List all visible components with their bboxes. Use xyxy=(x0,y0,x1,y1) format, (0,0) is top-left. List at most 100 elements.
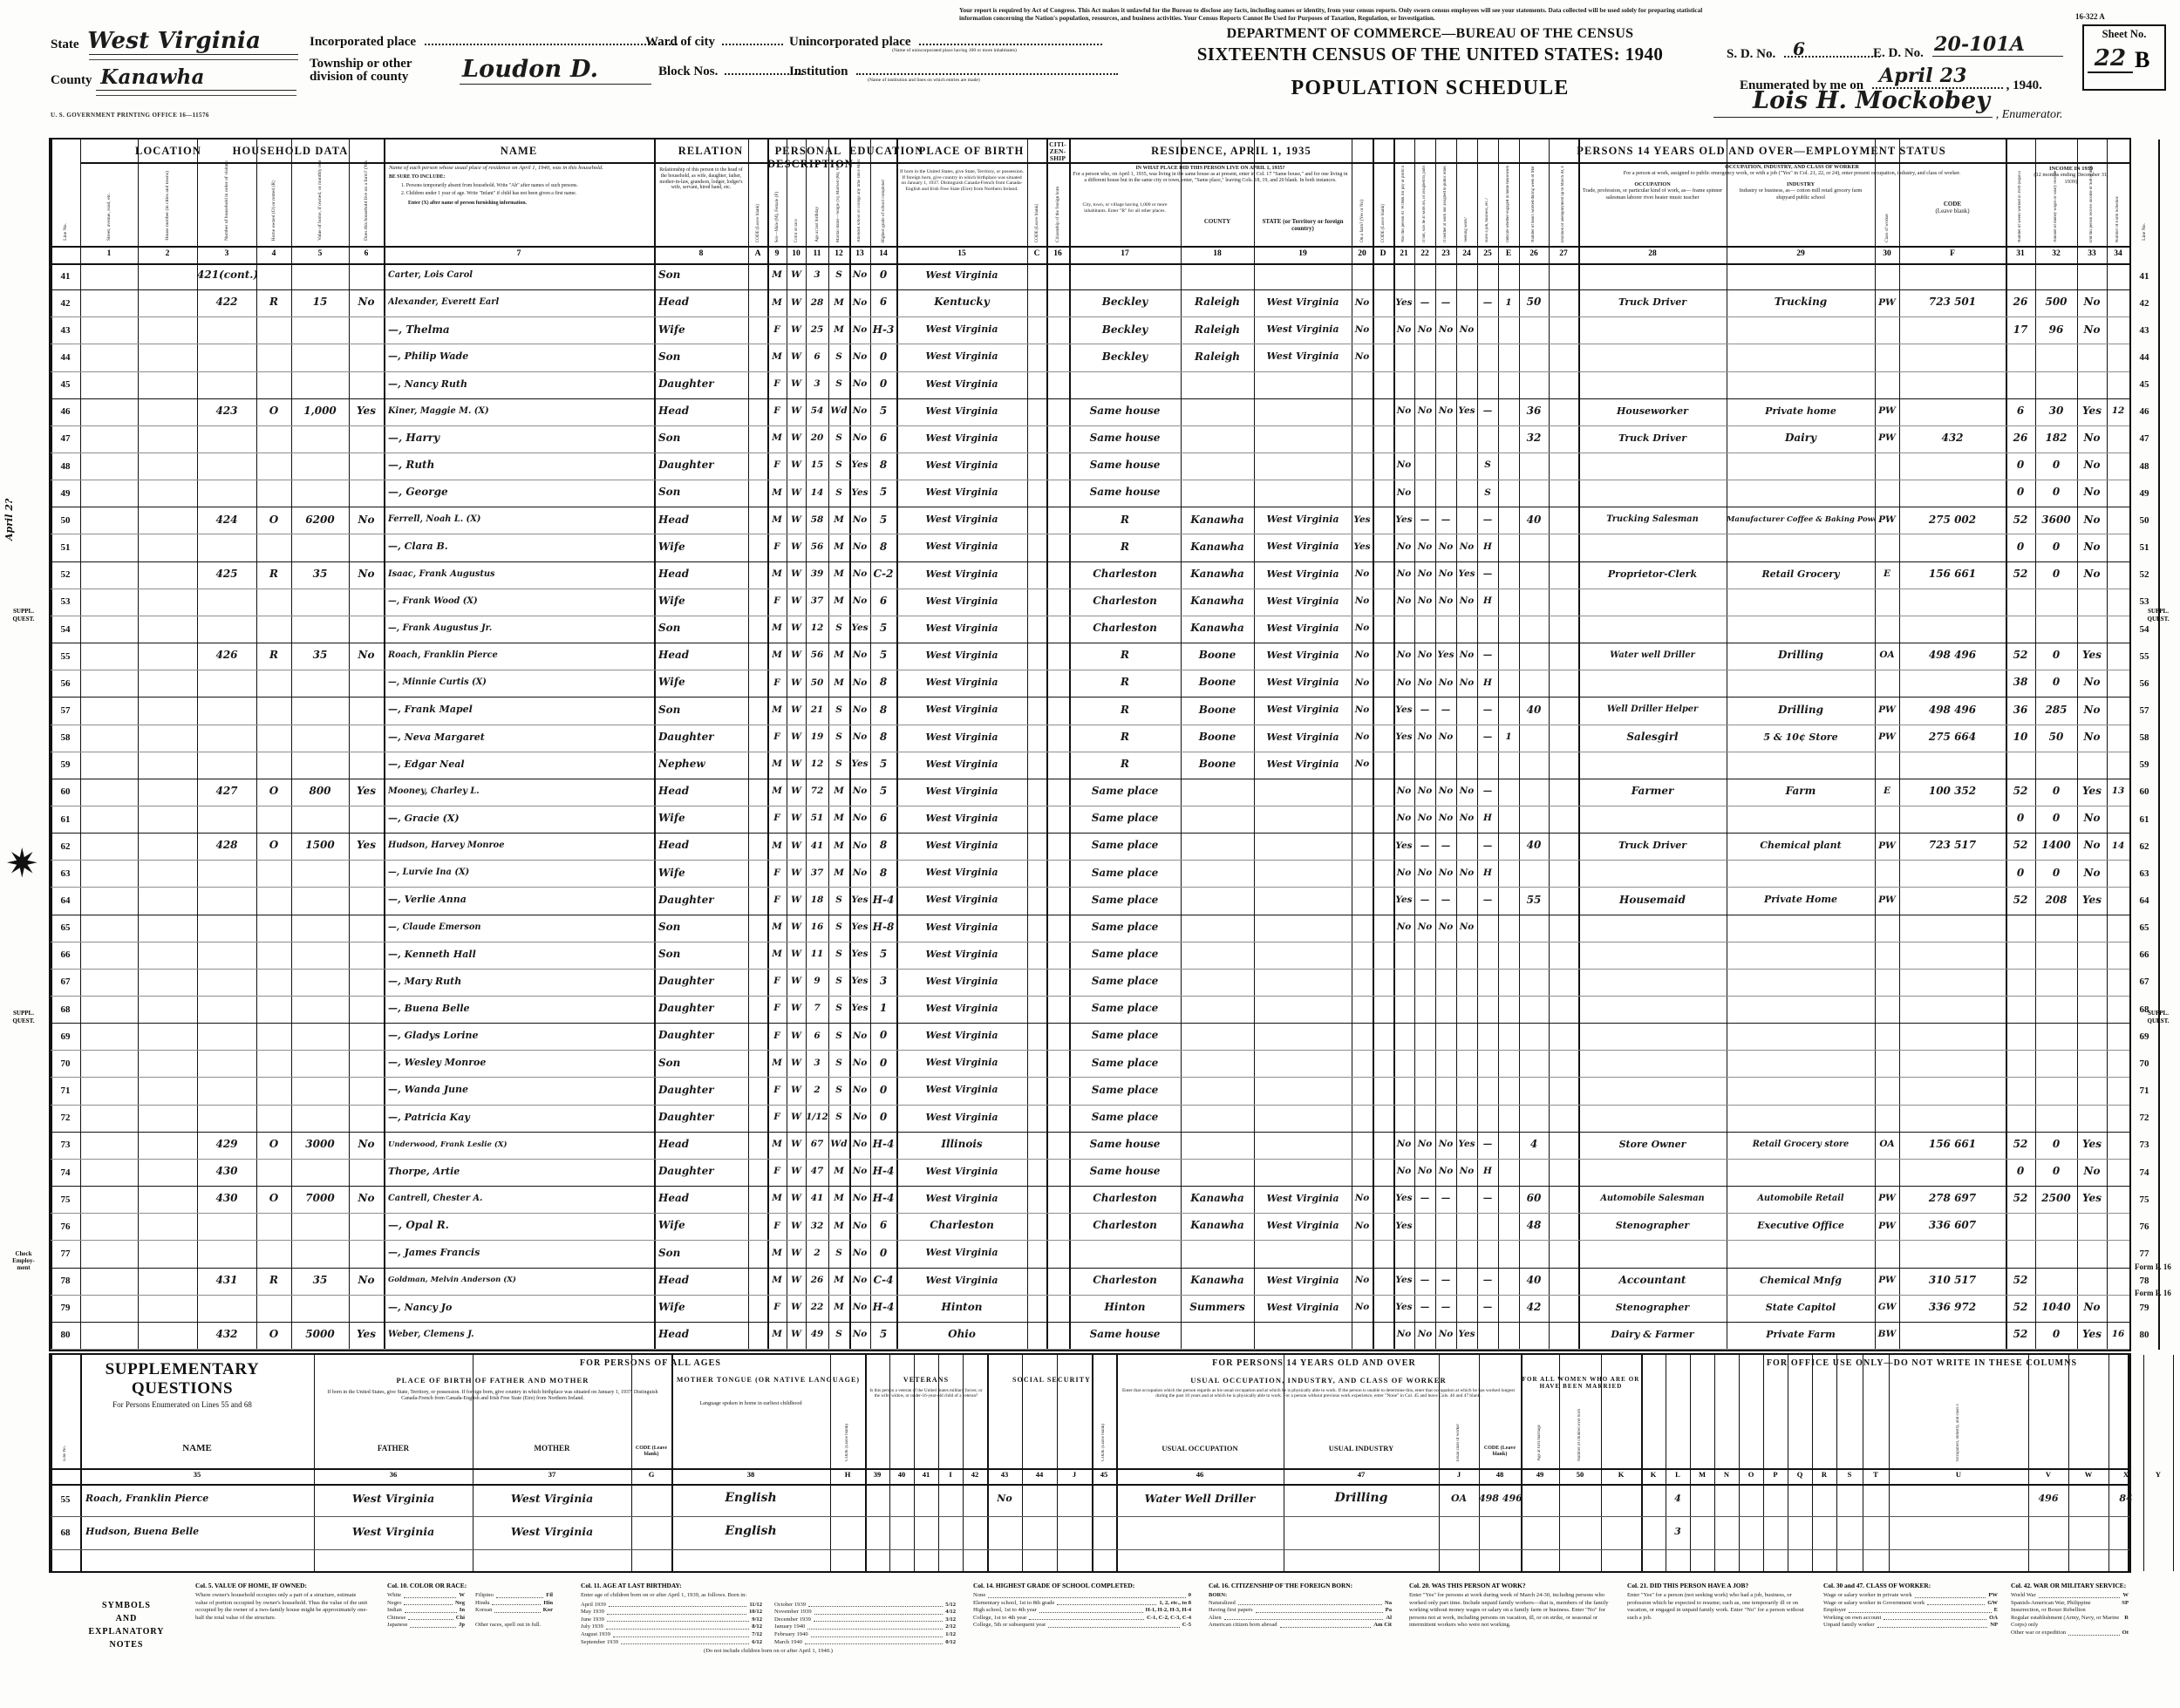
table-row[interactable]: 77 77 —, James Francis Son M W 2 S No 0 West Virgi… xyxy=(51,1241,2149,1269)
table-row[interactable]: 45 45 —, Nancy Ruth Daughter F W 3 S No 0 West Vir… xyxy=(51,372,2149,399)
cell-race: W xyxy=(791,378,801,389)
cell-c24: No xyxy=(1459,867,1475,878)
table-row[interactable]: 49 49 —, George Son M W 14 S Yes 5 West Virginia Sa… xyxy=(51,480,2149,508)
table-row[interactable]: 52 52 425 R 35 No Isaac, Frank Augustus Head M W 3… xyxy=(51,562,2149,589)
table-row[interactable]: 70 70 —, Wesley Monroe Son M W 3 S No 0 West Virgi… xyxy=(51,1051,2149,1079)
line-number-right: 73 xyxy=(2139,1140,2149,1151)
cell-c31: 52 xyxy=(2013,513,2028,526)
township-field[interactable]: Township or other division of county Lou… xyxy=(310,56,798,85)
cell-sch: No xyxy=(852,323,868,335)
table-row[interactable]: 48 48 —, Ruth Daughter F W 15 S Yes 8 West Virgini… xyxy=(51,453,2149,481)
col-instruction-c17-head: IN WHAT PLACE DID THIS PERSON LIVE ON AP… xyxy=(1073,166,1348,183)
table-row[interactable]: 75 75 430 O 7000 No Cantrell, Chester A. Head M W… xyxy=(51,1187,2149,1215)
table-row[interactable]: 41 41 421(cont.) Carter, Lois Carol Son M W 3 S N… xyxy=(51,263,2149,291)
sheet-no-box[interactable]: Sheet No. 22 B xyxy=(2082,24,2166,91)
table-row[interactable]: 68 68 —, Buena Belle Daughter F W 7 S Yes 1 West V… xyxy=(51,997,2149,1024)
table-row[interactable]: 78 78 431 R 35 No Goldman, Melvin Anderson (X)… xyxy=(51,1269,2149,1296)
ward-field[interactable]: Ward of city xyxy=(645,33,783,50)
unincorporated-place-field[interactable]: Unincorporated place (Name of unincorpor… xyxy=(789,33,1103,53)
row-divider xyxy=(51,289,2129,291)
table-row[interactable]: 62 62 428 O 1500 Yes Hudson, Harvey Monroe Head… xyxy=(51,834,2149,861)
cell-c33: Yes xyxy=(2082,1328,2102,1341)
table-row[interactable]: 59 59 —, Edgar Neal Nephew M W 12 S Yes 5 West Vir… xyxy=(51,752,2149,779)
cell-c31: 52 xyxy=(2013,1300,2028,1313)
table-row[interactable]: 67 67 —, Mary Ruth Daughter F W 9 S Yes 3 West Vir… xyxy=(51,970,2149,997)
table-row[interactable]: 42 42 422 R 15 No Alexander, Everett Earl Head M… xyxy=(51,290,2149,318)
cell-birth: West Virginia xyxy=(925,432,998,444)
cell-grd: 6 xyxy=(879,432,888,445)
table-row[interactable]: 63 63 —, Lurvie Ina (X) Wife F W 37 M No 8 West Vi… xyxy=(51,861,2149,888)
cell-race: W xyxy=(791,623,801,634)
table-row[interactable]: 55 55 426 R 35 No Roach, Franklin Pierce Head M W… xyxy=(51,643,2149,671)
cell-sch: No xyxy=(852,1274,868,1285)
cell-age: 2 xyxy=(814,1247,821,1258)
cell-name: —, Edgar Neal xyxy=(388,758,465,770)
table-row[interactable]: 64 64 —, Verlie Anna Daughter F W 18 S Yes H-4 Wes… xyxy=(51,888,2149,915)
cell-c22: — xyxy=(1420,840,1430,851)
supp-cell-ss42: No xyxy=(997,1493,1012,1505)
cell-cls: PW xyxy=(1878,514,1896,525)
cell-c32: 0 xyxy=(2052,649,2061,662)
table-row[interactable]: 66 66 —, Kenneth Hall Son M W 11 S Yes 5 West Virg… xyxy=(51,942,2149,970)
cell-occ: Dairy & Farmer xyxy=(1611,1328,1694,1340)
cell-name: —, Buena Belle xyxy=(388,1003,470,1015)
cell-c5: 35 xyxy=(312,1273,328,1286)
table-row[interactable]: 61 61 —, Gracie (X) Wife F W 51 M No 6 West Virgin… xyxy=(51,806,2149,834)
table-row[interactable]: 50 50 424 O 6200 No Ferrell, Noah L. (X) Head M W… xyxy=(51,507,2149,535)
table-row[interactable]: 57 57 —, Frank Mapel Son M W 21 S No 8 West Virgin… xyxy=(51,697,2149,725)
table-row[interactable]: 76 76 —, Opal R. Wife F W 32 M No 6 Charleston Char… xyxy=(51,1214,2149,1242)
supplementary-title: SUPPLEMENTARY QUESTIONS For Persons Enumer… xyxy=(105,1360,260,1409)
table-row[interactable]: 74 74 430 Thorpe, Artie Daughter F W 47 M No H-4 We… xyxy=(51,1160,2149,1187)
cell-c33: Yes xyxy=(2082,1192,2102,1205)
incorporated-place-field[interactable]: Incorporated place xyxy=(310,33,678,50)
cell-race: W xyxy=(791,677,801,688)
county-field[interactable]: County Kanawha xyxy=(51,65,296,96)
enumerator-signature-field[interactable]: Lois H. Mockobey , Enumerator. xyxy=(1713,87,2062,122)
table-row[interactable]: 51 51 —, Clara B. Wife F W 56 M No 8 West Virginia… xyxy=(51,535,2149,562)
cell-cls: E xyxy=(1883,568,1890,580)
table-row[interactable]: 65 65 —, Claude Emerson Son M W 16 S Yes H-8 West … xyxy=(51,915,2149,942)
cell-c31: 52 xyxy=(2013,649,2028,662)
cell-c25: — xyxy=(1482,514,1493,525)
cell-rel: Wife xyxy=(658,812,685,825)
table-row[interactable]: 80 80 432 O 5000 Yes Weber, Clemens J. Head M W 49… xyxy=(51,1323,2149,1350)
cell-mar: M xyxy=(834,541,844,552)
cell-sch: No xyxy=(852,432,868,444)
table-row[interactable]: 73 73 429 O 3000 No Underwood, Frank Leslie (X… xyxy=(51,1133,2149,1160)
sd-no-field[interactable]: S. D. No. 6 xyxy=(1727,38,1881,62)
cell-mar: S xyxy=(835,1003,842,1014)
table-row[interactable]: 69 69 —, Gladys Lorine Daughter F W 6 S No 0 West … xyxy=(51,1024,2149,1051)
state-field[interactable]: State West Virginia xyxy=(51,28,298,60)
column-number-3: 3 xyxy=(224,249,229,258)
enumerated-date-field[interactable]: Enumerated by me on April 23 , 1940. xyxy=(1740,65,2042,93)
table-row[interactable]: 54 54 —, Frank Augustus Jr. Son M W 12 S Yes 5 Wes… xyxy=(51,616,2149,644)
table-row[interactable]: 60 60 427 O 800 Yes Mooney, Charley L. Head M W 72… xyxy=(51,779,2149,806)
table-row[interactable]: 72 72 —, Patricia Kay Daughter F W 1/12 S No 0 Wes… xyxy=(51,1106,2149,1133)
cell-r18: Boone xyxy=(1198,757,1236,770)
table-row[interactable]: 53 53 —, Frank Wood (X) Wife F W 37 M No 6 West Vi… xyxy=(51,589,2149,616)
cell-c31: 52 xyxy=(2013,839,2028,852)
table-row[interactable]: 47 47 —, Harry Son M W 20 S No 6 West Virginia Same… xyxy=(51,426,2149,454)
cell-race: W xyxy=(791,1030,801,1041)
block-field[interactable]: Block Nos. xyxy=(658,63,804,79)
table-row[interactable]: 46 46 423 O 1,000 Yes Kiner, Maggie M. (X) Head… xyxy=(51,399,2149,426)
institution-field[interactable]: Institution (Name of institution and lin… xyxy=(789,63,1119,83)
table-row[interactable]: 58 58 —, Neva Margaret Daughter F W 19 S No 8 West… xyxy=(51,725,2149,752)
cell-c31: 52 xyxy=(2013,1192,2028,1205)
cell-race: W xyxy=(791,1057,801,1068)
group-header-relation: RELATION xyxy=(678,145,744,157)
table-row[interactable]: 43 43 —, Thelma Wife F W 25 M No H-3 West Virginia… xyxy=(51,317,2149,345)
ed-no-field[interactable]: E. D. No. 20-101A xyxy=(1873,33,2063,61)
column-number-9: 9 xyxy=(774,249,780,258)
table-row[interactable]: 79 79 —, Nancy Jo Wife F W 22 M No H-4 Hinton Hinto… xyxy=(51,1296,2149,1323)
cell-grd: 5 xyxy=(879,486,888,499)
supp-column-number-N: N xyxy=(1723,1470,1730,1479)
table-row[interactable]: 44 44 —, Philip Wade Son M W 6 S No 0 West Virgini… xyxy=(51,344,2149,372)
cell-c23: No xyxy=(1438,731,1454,742)
table-row[interactable]: 56 56 —, Minnie Curtis (X) Wife F W 50 M No 8 West… xyxy=(51,670,2149,698)
col-instruction-text-c34: Number of Farm Schedule xyxy=(2115,195,2120,242)
cell-mar: S xyxy=(835,921,842,932)
table-row[interactable]: 71 71 —, Wanda June Daughter F W 2 S No 0 West Vir… xyxy=(51,1079,2149,1106)
